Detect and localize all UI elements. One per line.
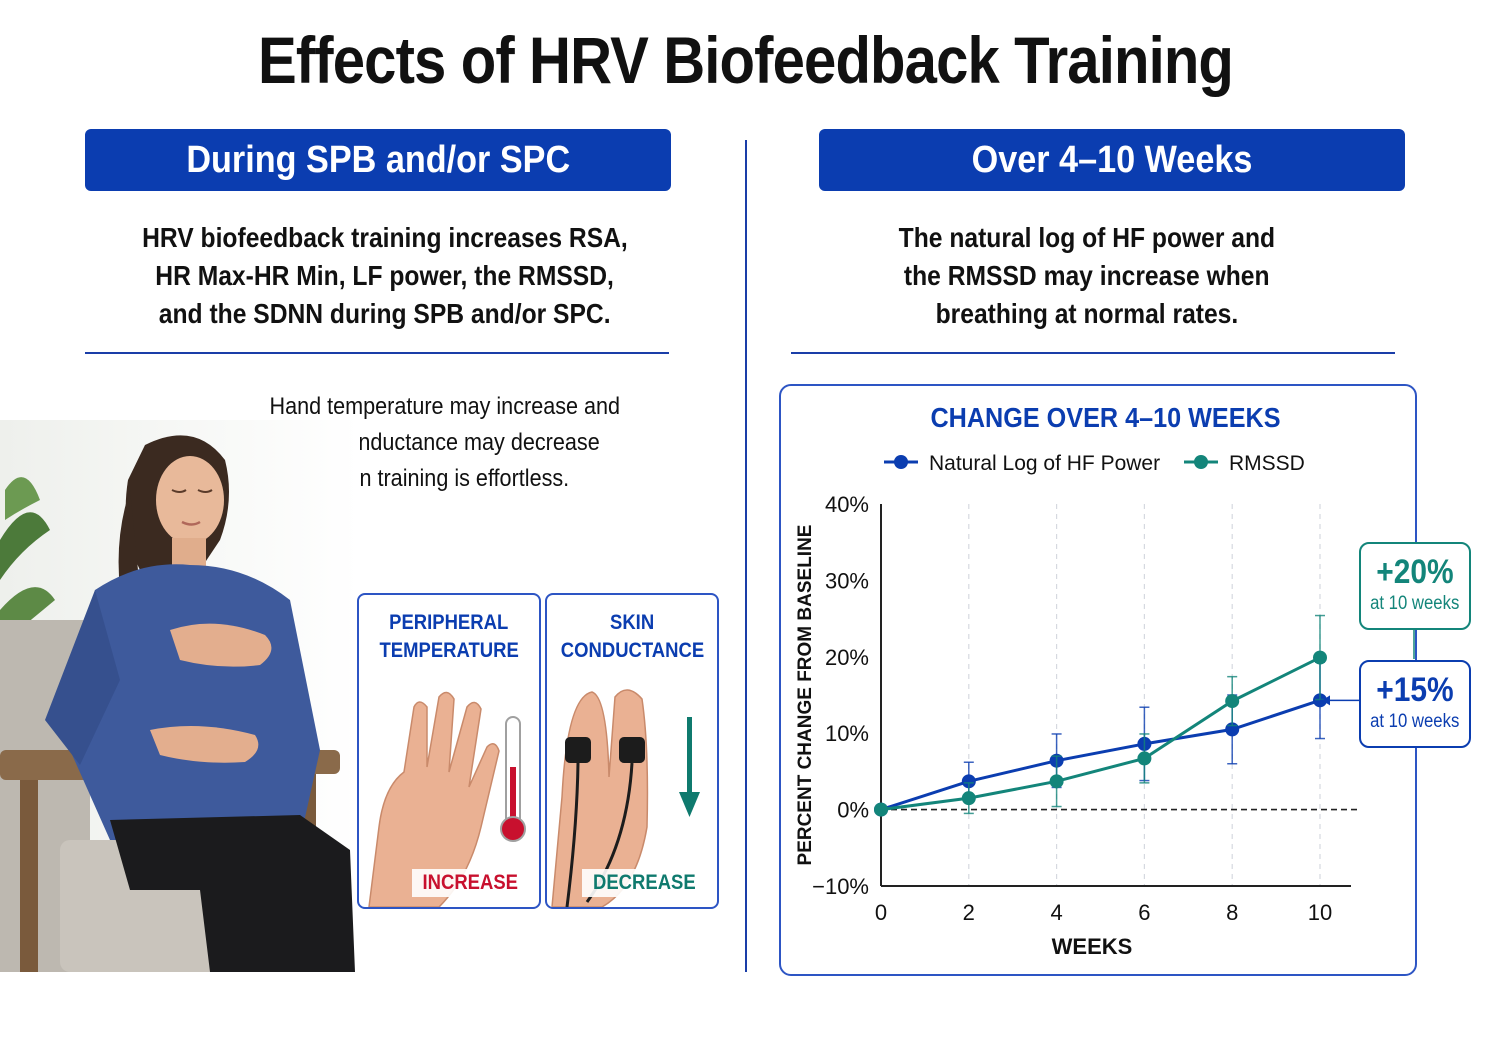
right-banner: Over 4–10 Weeks: [819, 129, 1405, 191]
warm-hand-icon: [368, 691, 526, 907]
y-axis-label: PERCENT CHANGE FROM BASELINE: [795, 525, 816, 866]
right-summary: The natural log of HF power and the RMSS…: [770, 219, 1404, 333]
conductance-result: DECREASE: [582, 869, 707, 897]
left-summary-line: HRV biofeedback training increases RSA,: [142, 222, 628, 253]
temperature-result: INCREASE: [412, 869, 529, 897]
left-summary-line: and the SDNN during SPB and/or SPC.: [159, 298, 611, 329]
rmssd-callout: +20% at 10 weeks: [1359, 542, 1471, 630]
x-tick-label: 2: [963, 900, 975, 925]
data-point: [1225, 694, 1240, 709]
card-title: SKIN CONDUCTANCE: [560, 611, 704, 662]
series-line: [880, 698, 1321, 812]
left-summary: HRV biofeedback training increases RSA, …: [60, 219, 710, 333]
right-rule: [791, 352, 1395, 354]
y-tick-label: −10%: [812, 874, 869, 899]
callout-arrow: [1322, 695, 1330, 706]
x-axis-label: WEEKS: [1052, 934, 1133, 959]
y-tick-label: 30%: [825, 568, 869, 593]
left-note-line: Hand temperature may increase and: [269, 393, 621, 420]
chart-panel: [779, 384, 1417, 976]
chart-title: CHANGE OVER 4–10 WEEKS: [929, 402, 1281, 433]
right-summary-line: the RMSSD may increase when: [904, 260, 1270, 291]
finger-electrodes-icon: [551, 689, 700, 907]
series-line: [880, 656, 1321, 812]
data-point: [1049, 774, 1064, 789]
right-summary-line: breathing at normal rates.: [935, 298, 1239, 329]
legend-marker: [894, 455, 908, 469]
data-point: [1137, 751, 1152, 766]
x-tick-label: 10: [1308, 900, 1332, 925]
data-point: [961, 791, 976, 806]
hf-power-callout: +15% at 10 weeks: [1359, 660, 1471, 748]
data-point: [961, 774, 976, 789]
data-point: [874, 802, 888, 817]
down-arrow-icon: [679, 717, 700, 817]
legend-marker: [1194, 455, 1208, 469]
x-tick-label: 4: [1050, 900, 1062, 925]
left-banner: During SPB and/or SPC: [85, 129, 671, 191]
legend-label: RMSSD: [1229, 452, 1305, 475]
y-tick-label: 20%: [825, 645, 869, 670]
x-tick-label: 0: [875, 900, 887, 925]
right-summary-line: The natural log of HF power and: [898, 222, 1276, 253]
woman-breathing-illustration: [0, 420, 360, 972]
x-tick-label: 6: [1138, 900, 1150, 925]
column-divider: [745, 140, 747, 972]
legend-label: Natural Log of HF Power: [929, 452, 1160, 475]
peripheral-temperature-card: PERIPHERAL TEMPERATURE INCREASE: [357, 593, 541, 909]
y-tick-label: 10%: [825, 721, 869, 746]
line-chart: 40% 30% 20% 10% 0% −10%0 2 4 6 8 10 WEEKS PERCENT CH…: [795, 452, 1415, 959]
left-summary-line: HR Max-HR Min, LF power, the RMSSD,: [155, 260, 615, 291]
skin-conductance-card: SKIN CONDUCTANCE DECREASE: [545, 593, 719, 909]
x-tick-label: 8: [1226, 900, 1238, 925]
page-title: Effects of HRV Biofeedback Training: [257, 23, 1234, 97]
left-note-line: when training is effortless.: [320, 465, 570, 492]
left-rule: [85, 352, 669, 354]
data-point: [1313, 650, 1327, 665]
y-tick-label: 0%: [837, 798, 869, 823]
card-title: PERIPHERAL TEMPERATURE: [379, 611, 519, 662]
thermometer-icon: [500, 716, 526, 842]
y-tick-label: 40%: [825, 492, 869, 517]
